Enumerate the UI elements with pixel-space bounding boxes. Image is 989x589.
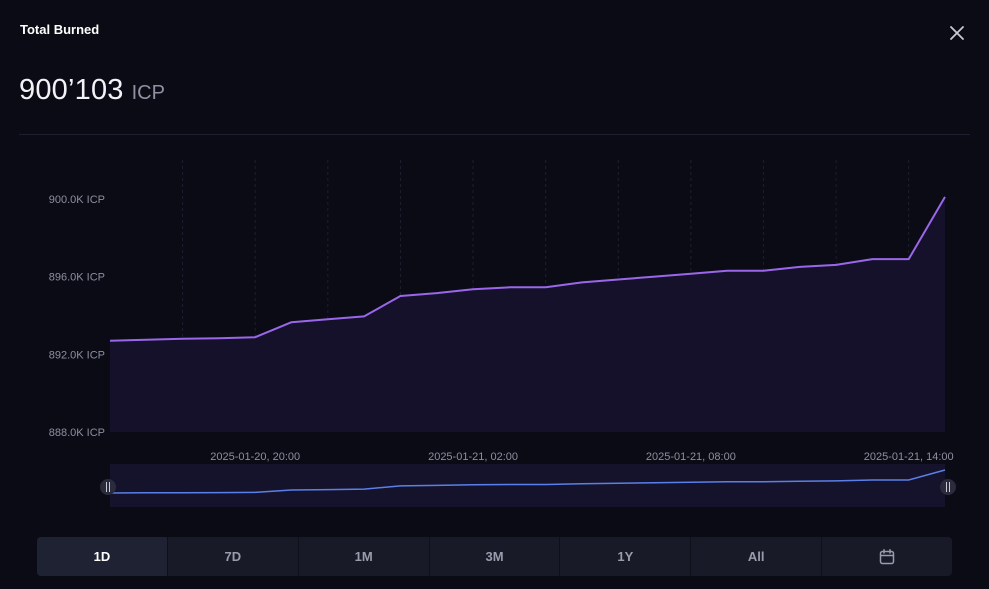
- data-point: [870, 257, 874, 261]
- data-point: [616, 277, 620, 281]
- series-area: [110, 196, 945, 432]
- data-point: [181, 337, 185, 341]
- divider: [19, 134, 970, 135]
- data-point: [471, 287, 475, 291]
- range-tab-custom[interactable]: [822, 537, 952, 576]
- data-point: [290, 320, 294, 324]
- range-tab-7d[interactable]: 7D: [168, 537, 299, 576]
- close-icon: [950, 26, 964, 40]
- data-point: [507, 285, 511, 289]
- calendar-icon: [879, 548, 895, 564]
- navigator-line: [109, 469, 946, 494]
- y-tick-label: 900.0K ICP: [49, 194, 105, 206]
- range-tab-all[interactable]: All: [691, 537, 823, 576]
- range-tab-1m[interactable]: 1M: [299, 537, 430, 576]
- data-point: [834, 263, 838, 267]
- data-point: [907, 257, 911, 261]
- x-tick-label: 2025-01-20, 20:00: [210, 451, 300, 463]
- x-tick-label: 2025-01-21, 08:00: [646, 451, 736, 463]
- data-point: [108, 339, 112, 343]
- x-tick-label: 2025-01-21, 14:00: [864, 451, 954, 463]
- navigator-handle-right[interactable]: [940, 479, 956, 495]
- data-point: [725, 269, 729, 273]
- data-point: [326, 317, 330, 321]
- data-point: [217, 336, 221, 340]
- total-burned-display: 900’103 ICP: [19, 74, 165, 107]
- data-point: [435, 291, 439, 295]
- y-tick-label: 888.0K ICP: [49, 427, 105, 439]
- y-tick-label: 896.0K ICP: [49, 272, 105, 284]
- total-burned-value: 900’103: [19, 74, 124, 106]
- range-tabs: 1D 7D 1M 3M 1Y All: [37, 537, 952, 576]
- burn-chart: 888.0K ICP 892.0K ICP 896.0K ICP 900.0K ICP…: [49, 160, 956, 507]
- range-tab-1d[interactable]: 1D: [37, 537, 168, 576]
- data-point: [144, 338, 148, 342]
- range-tab-3m[interactable]: 3M: [430, 537, 561, 576]
- navigator-background: [110, 464, 945, 507]
- data-point: [761, 269, 765, 273]
- y-tick-label: 892.0K ICP: [49, 349, 105, 361]
- range-tab-1y[interactable]: 1Y: [560, 537, 692, 576]
- chart-title: Total Burned: [20, 22, 100, 37]
- navigator-handle-left[interactable]: [100, 479, 116, 495]
- total-burned-unit: ICP: [131, 82, 165, 104]
- data-point: [943, 195, 947, 199]
- data-point: [398, 294, 402, 298]
- data-point: [580, 280, 584, 284]
- data-point: [253, 335, 257, 339]
- close-button[interactable]: [946, 22, 968, 44]
- data-point: [798, 265, 802, 269]
- data-point: [544, 285, 548, 289]
- series-line: [109, 196, 946, 342]
- data-point: [689, 272, 693, 276]
- data-point: [653, 275, 657, 279]
- data-point: [362, 314, 366, 318]
- x-tick-label: 2025-01-21, 02:00: [428, 451, 518, 463]
